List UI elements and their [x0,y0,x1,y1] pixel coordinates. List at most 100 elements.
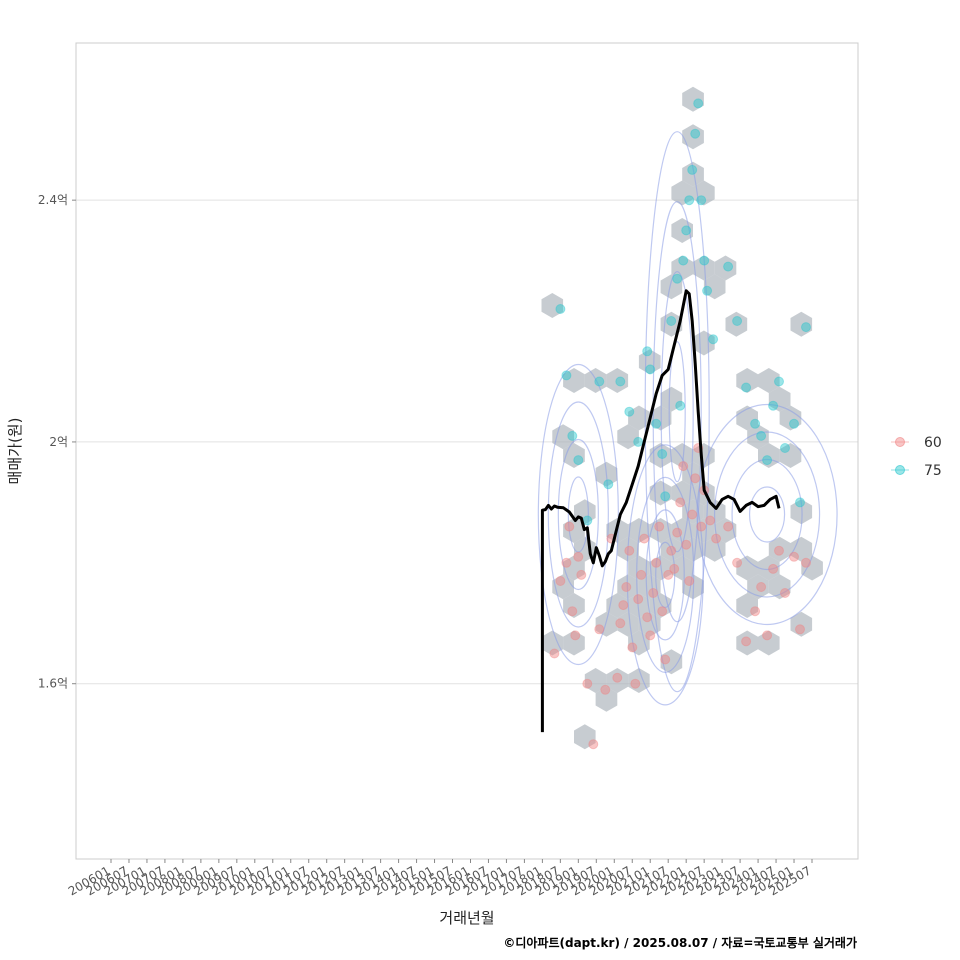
hexbin-cell-9 [595,611,618,637]
point-75-35 [774,376,784,387]
point-75-24 [696,195,707,206]
point-75-30 [741,382,752,393]
point-60-7 [570,630,581,641]
point-60-18 [627,642,638,653]
hexbin-cell-65 [649,405,672,431]
point-75-8 [624,406,635,417]
point-75-39 [801,322,811,333]
point-75-12 [651,418,662,429]
hexbin-cell-80 [693,330,715,356]
density-contour-13 [557,438,599,591]
point-60-41 [696,521,707,532]
hexbin-cell-2 [563,555,585,581]
point-75-32 [756,430,767,441]
point-60-48 [750,606,761,617]
point-60-38 [687,509,698,520]
legend-key-60 [895,437,905,447]
point-75-36 [780,443,790,453]
hexbin-cell-7 [584,668,607,693]
density-contour-15 [537,363,619,666]
hexbin-cell-23 [638,574,661,600]
point-60-19 [630,678,641,689]
trend-line-layer [540,289,781,733]
hexbin-cell-70 [660,386,683,412]
point-60-45 [723,521,734,532]
point-60-35 [678,461,689,472]
point-75-28 [723,261,734,272]
hexbin-cell-21 [628,518,650,543]
density-contour-9 [731,458,803,571]
hexbin-cell-18 [628,668,650,693]
hexbin-cell-75 [682,124,704,150]
hexbin-cell-10 [595,686,618,712]
hexbin-cell-79 [703,274,726,300]
scatter-points-layer [549,98,811,750]
hexbin-cell-92 [790,311,813,337]
point-60-6 [564,521,575,532]
density-contour-10 [713,431,821,598]
hexbin-cell-54 [541,293,564,318]
point-60-2 [561,557,572,568]
point-60-0 [549,648,560,659]
point-60-23 [642,612,653,623]
legend-label-75: 75 [924,463,942,479]
hexbin-cell-63 [617,424,639,450]
hexbin-cell-50 [768,574,791,600]
point-75-37 [789,418,799,429]
y-axis-ticks: 1.6억 2억 2.4억 [38,193,76,691]
hexbin-cell-29 [671,555,693,581]
point-60-54 [789,551,799,562]
density-contour-8 [748,486,786,543]
hexbin-cell-44 [736,630,758,656]
point-75-19 [681,225,692,236]
density-contour-5 [645,509,685,641]
panel-border [75,42,859,860]
hexbin-cell-64 [638,349,661,375]
point-60-24 [645,630,656,641]
density-contour-0 [668,341,686,483]
point-60-31 [666,545,677,556]
hexbin-cell-12 [606,668,629,693]
hexbin-cell-45 [736,593,758,618]
y-tick-label-0: 1.6억 [38,677,68,691]
point-60-56 [801,557,811,568]
hexbin-cell-36 [682,461,704,487]
point-75-34 [768,400,779,411]
point-75-27 [708,334,719,345]
point-60-22 [639,533,650,544]
legend-item-60: 60 [891,435,942,451]
hexbin-cell-8 [574,724,596,750]
hexbin-cell-69 [660,274,683,300]
density-contour-11 [696,403,838,626]
point-75-20 [684,195,695,206]
hexbin-cell-13 [617,611,639,637]
legend-label-60: 60 [924,435,942,451]
hexbin-cell-52 [790,611,813,637]
y-axis-title: 매매가(원) [6,418,24,485]
y-tick-label-2: 2.4억 [38,193,68,207]
trend-line [540,289,781,733]
point-60-26 [651,557,662,568]
point-60-4 [573,551,584,562]
hexbin-cell-89 [779,443,802,468]
point-60-9 [588,739,599,750]
point-75-9 [633,436,644,447]
density-contour-14 [547,401,609,628]
point-75-26 [702,285,713,296]
hexbin-cell-43 [736,555,758,581]
hexbin-cell-6 [563,630,585,656]
hexbin-cell-42 [714,518,737,543]
hexbin-layer [541,86,823,750]
hexbin-cell-83 [736,368,758,393]
point-60-53 [780,588,790,598]
point-60-13 [612,672,623,683]
density-contour-1 [660,271,694,553]
point-60-43 [705,515,716,526]
point-60-55 [795,624,805,635]
point-60-21 [636,569,647,580]
point-60-32 [669,563,680,574]
hexbin-cell-73 [671,180,693,206]
point-75-6 [603,479,614,490]
point-75-1 [561,370,572,381]
